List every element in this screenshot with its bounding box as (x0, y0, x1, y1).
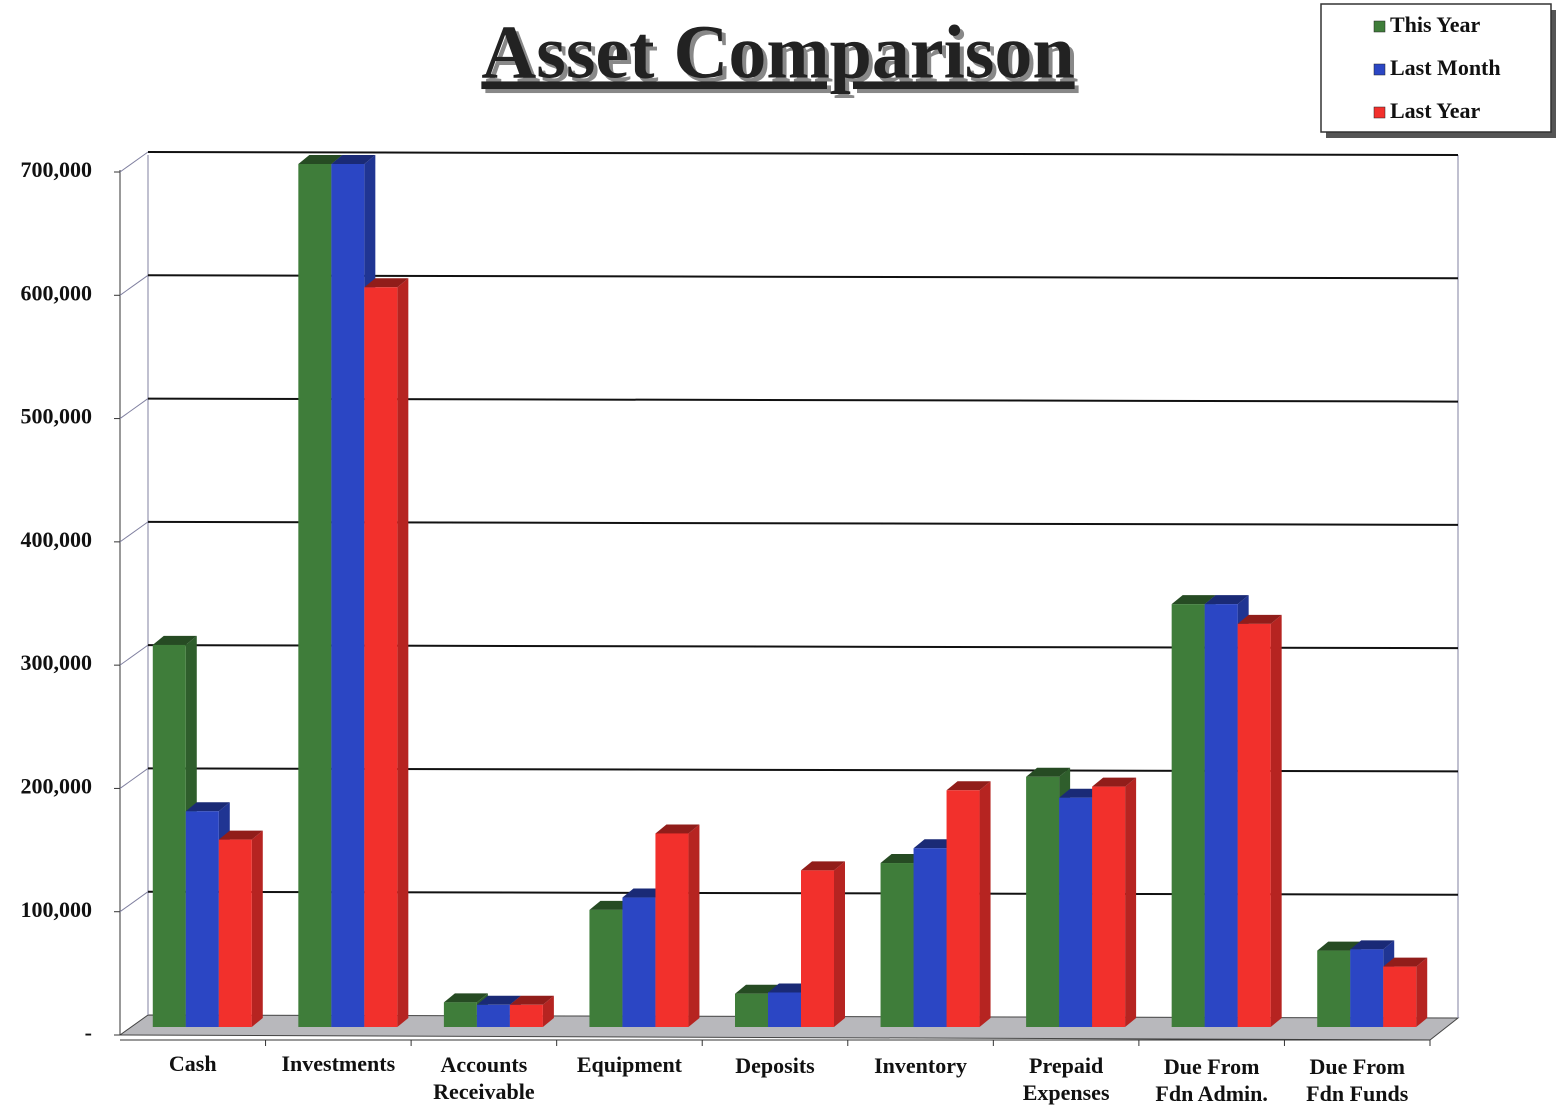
bar (364, 287, 398, 1027)
bar-top (735, 984, 779, 994)
bar (331, 164, 365, 1027)
y-tick-label: 100,000 (21, 897, 93, 922)
y-tick-label: 700,000 (21, 157, 93, 182)
bar-side (1125, 777, 1137, 1027)
bar (1171, 604, 1205, 1027)
bar (1383, 966, 1417, 1027)
bar-side (979, 781, 991, 1027)
bar (946, 790, 980, 1027)
x-tick-label: Due From Fdn Funds (1306, 1054, 1409, 1107)
bar-top (1204, 595, 1249, 605)
bar-top (801, 861, 845, 871)
bar-top (218, 830, 263, 840)
x-tick-label: Deposits (735, 1052, 815, 1078)
legend-label: Last Month (1390, 55, 1501, 80)
bar-top (1092, 777, 1137, 787)
bar-side (688, 824, 700, 1027)
grid-line (119, 274, 149, 296)
bar (152, 644, 186, 1027)
bar-top (1383, 957, 1428, 967)
bar (443, 1002, 477, 1027)
bar-side (1270, 614, 1282, 1027)
bar (1092, 786, 1126, 1027)
bar-top (298, 155, 343, 164)
x-tick-label: Due From Fdn Admin. (1155, 1053, 1268, 1106)
bar-top (1026, 767, 1071, 777)
legend-label: Last Year (1390, 98, 1480, 123)
bar (801, 870, 834, 1027)
bar-side (1416, 957, 1428, 1027)
bar-top (509, 995, 554, 1005)
bar (1350, 949, 1384, 1027)
bar-side (834, 861, 845, 1027)
legend-swatch (1373, 106, 1386, 119)
bar (768, 992, 801, 1027)
grid-line (119, 398, 149, 419)
bar (1059, 797, 1093, 1027)
grid-line (119, 151, 149, 173)
bar (655, 833, 689, 1027)
x-tick-label: Investments (281, 1051, 396, 1077)
grid-line (119, 891, 149, 913)
y-tick-label: 400,000 (21, 527, 93, 552)
grid-line (119, 768, 149, 789)
chart-title-shadow: Asset Comparison (485, 14, 1078, 98)
grid-line (119, 521, 149, 543)
bar (1026, 776, 1060, 1027)
y-tick-label: 300,000 (21, 650, 93, 675)
bar (298, 164, 332, 1027)
y-tick-label: 600,000 (21, 280, 93, 305)
bar-top (364, 278, 409, 288)
bar-top (476, 995, 521, 1005)
bar-top (185, 802, 230, 812)
legend (1320, 3, 1552, 133)
x-tick-label: Inventory (874, 1053, 967, 1078)
bar (589, 909, 623, 1027)
bar (218, 839, 252, 1027)
x-tick-label: Accounts Receivable (433, 1051, 535, 1104)
legend-swatch (1373, 20, 1386, 33)
legend-swatch (1373, 63, 1386, 76)
bar (1317, 950, 1351, 1027)
grid-line (119, 644, 149, 666)
bar (913, 848, 947, 1027)
bar (185, 811, 219, 1027)
y-tick-label: - (85, 1020, 92, 1045)
y-tick-label: 500,000 (21, 404, 93, 429)
bar-top (443, 993, 488, 1003)
grid-line (147, 151, 1459, 156)
bar-top (655, 824, 700, 834)
bar-top (152, 635, 197, 645)
bar-top (331, 155, 376, 164)
bar (509, 1004, 543, 1027)
x-tick-label: Equipment (576, 1052, 683, 1078)
bar-top (1171, 595, 1216, 605)
bar (880, 863, 914, 1027)
bar (1204, 604, 1238, 1027)
bar-top (1317, 941, 1362, 951)
x-tick-label: Cash (168, 1051, 217, 1076)
y-tick-label: 200,000 (21, 773, 93, 798)
bar-top (946, 781, 991, 791)
bar (622, 897, 656, 1027)
bar (1237, 623, 1271, 1027)
chart-title: Asset Comparison (481, 10, 1074, 94)
bar-top (1350, 940, 1395, 950)
bar (735, 993, 768, 1027)
bar-side (251, 830, 263, 1027)
bar-side (397, 278, 409, 1027)
bar-top (1237, 614, 1282, 624)
legend-label: This Year (1390, 12, 1480, 37)
bar-side (542, 995, 554, 1027)
x-tick-label: Prepaid Expenses (1022, 1053, 1110, 1106)
bar (476, 1004, 510, 1027)
